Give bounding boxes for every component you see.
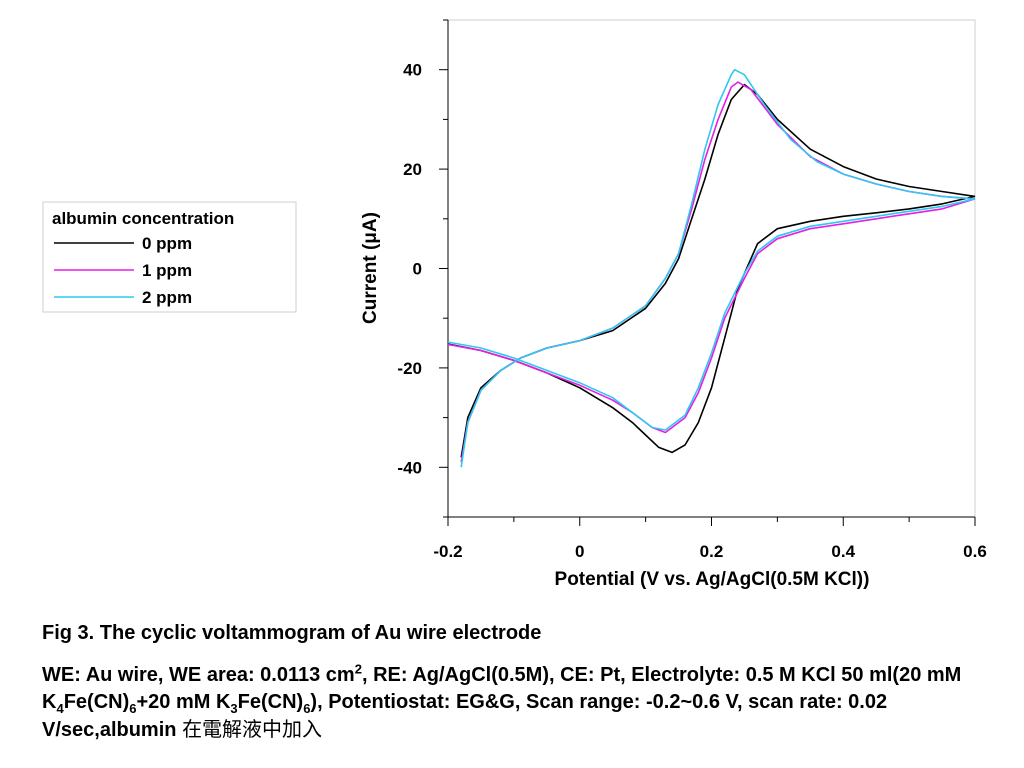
caption-part: ), Potentiostat: EG&G, Scan range: -0.2~… [42, 691, 888, 741]
cv-chart: -0.2 0 0.2 0.4 0.6 40 20 0 -20 -40 Potential (V v… [42, 19, 987, 590]
y-tick-label: -20 [397, 359, 422, 378]
legend-label-2ppm: 2 ppm [142, 288, 192, 307]
y-tick-label: 20 [403, 160, 422, 179]
caption-sub: 6 [129, 701, 137, 716]
x-tick-label: -0.2 [433, 542, 462, 561]
series-line-1ppm-forward [460, 81, 976, 463]
legend: albumin concentration 0 ppm 1 ppm 2 ppm [42, 201, 297, 313]
figure-caption-title: Fig 3. The cyclic voltammogram of Au wir… [42, 622, 542, 644]
caption-sup: 2 [354, 661, 362, 677]
caption-part: +20 mM K [136, 691, 231, 713]
series-line-2ppm-reverse [447, 198, 976, 431]
plot-frame [447, 19, 976, 518]
x-tick-label: 0.4 [831, 542, 855, 561]
legend-label-1ppm: 1 ppm [142, 261, 192, 280]
caption-sub: 4 [56, 701, 64, 716]
series-line-0ppm-forward [460, 83, 976, 458]
series-line-0ppm-reverse [447, 195, 976, 454]
legend-box [42, 201, 297, 313]
series-line-2ppm-forward [460, 68, 976, 468]
x-tick-label: 0.2 [700, 542, 724, 561]
caption-part: , RE: Ag/AgCl(0.5M), CE: Pt, Electrolyte… [42, 664, 962, 713]
x-tick-label: 0.6 [963, 542, 987, 561]
caption-part: WE: Au wire, WE area: 0.0113 cm [42, 664, 355, 686]
y-tick-label: 40 [403, 61, 422, 80]
caption-part: Fe(CN) [237, 691, 304, 713]
series-line-1ppm-reverse [447, 198, 976, 434]
y-tick-label: -40 [397, 458, 422, 477]
legend-label-0ppm: 0 ppm [142, 234, 192, 253]
caption-cjk: 在電解液中加入 [182, 717, 323, 741]
caption-sub: 3 [230, 701, 238, 716]
y-tick-label: 0 [413, 260, 422, 279]
x-tick-label: 0 [575, 542, 584, 561]
figure-caption-body: WE: Au wire, WE area: 0.0113 cm2, RE: Ag… [42, 662, 992, 744]
legend-title: albumin concentration [52, 209, 234, 228]
caption-part: Fe(CN) [63, 691, 130, 713]
y-axis-title: Current (μA) [360, 212, 381, 324]
x-axis-title: Potential (V vs. Ag/AgCl(0.5M KCl)) [555, 569, 870, 590]
caption-sub: 6 [303, 701, 311, 716]
